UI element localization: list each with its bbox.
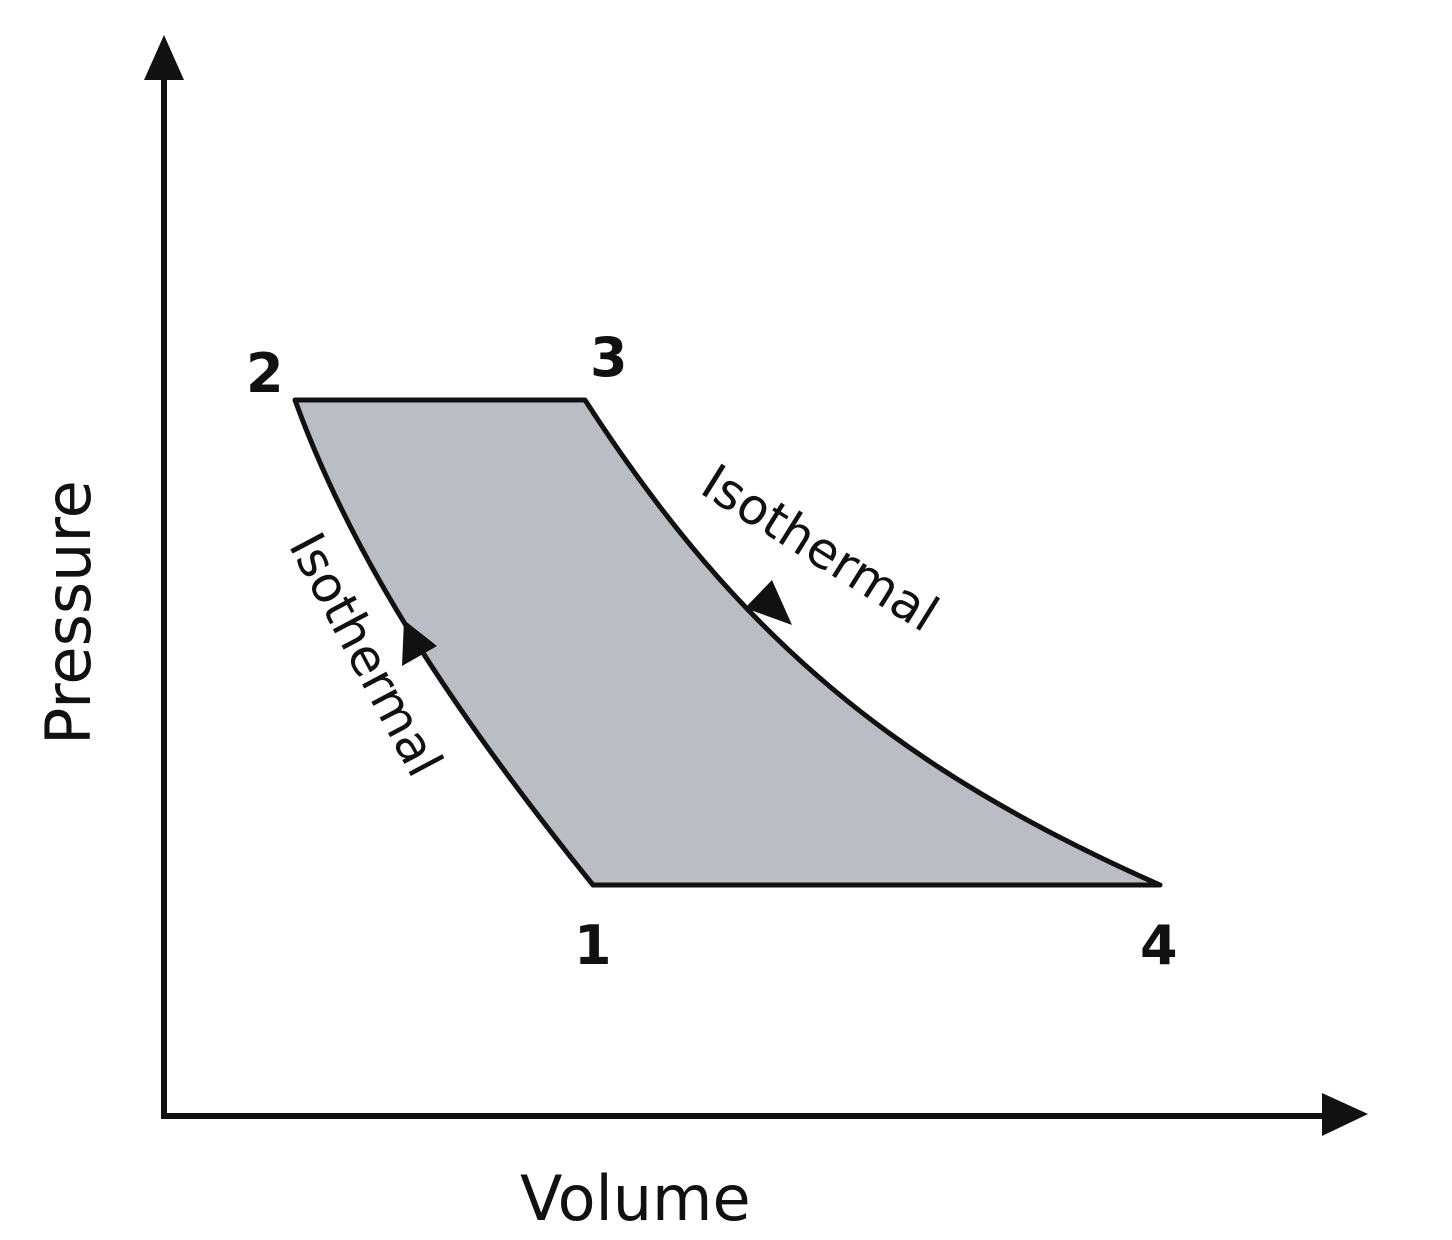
point-3-label: 3 bbox=[590, 326, 628, 389]
point-4-label: 4 bbox=[1140, 914, 1178, 977]
y-axis-title: Pressure bbox=[32, 480, 105, 745]
y-axis-arrowhead bbox=[144, 35, 184, 80]
expansion-direction-arrow bbox=[745, 580, 792, 625]
cycle-region bbox=[292, 397, 1163, 888]
compression-direction-arrow bbox=[402, 620, 437, 666]
x-axis-title: Volume bbox=[520, 1162, 751, 1235]
point-1-label: 1 bbox=[574, 914, 612, 977]
point-2-label: 2 bbox=[246, 342, 284, 405]
x-axis-arrowhead bbox=[1322, 1093, 1368, 1136]
